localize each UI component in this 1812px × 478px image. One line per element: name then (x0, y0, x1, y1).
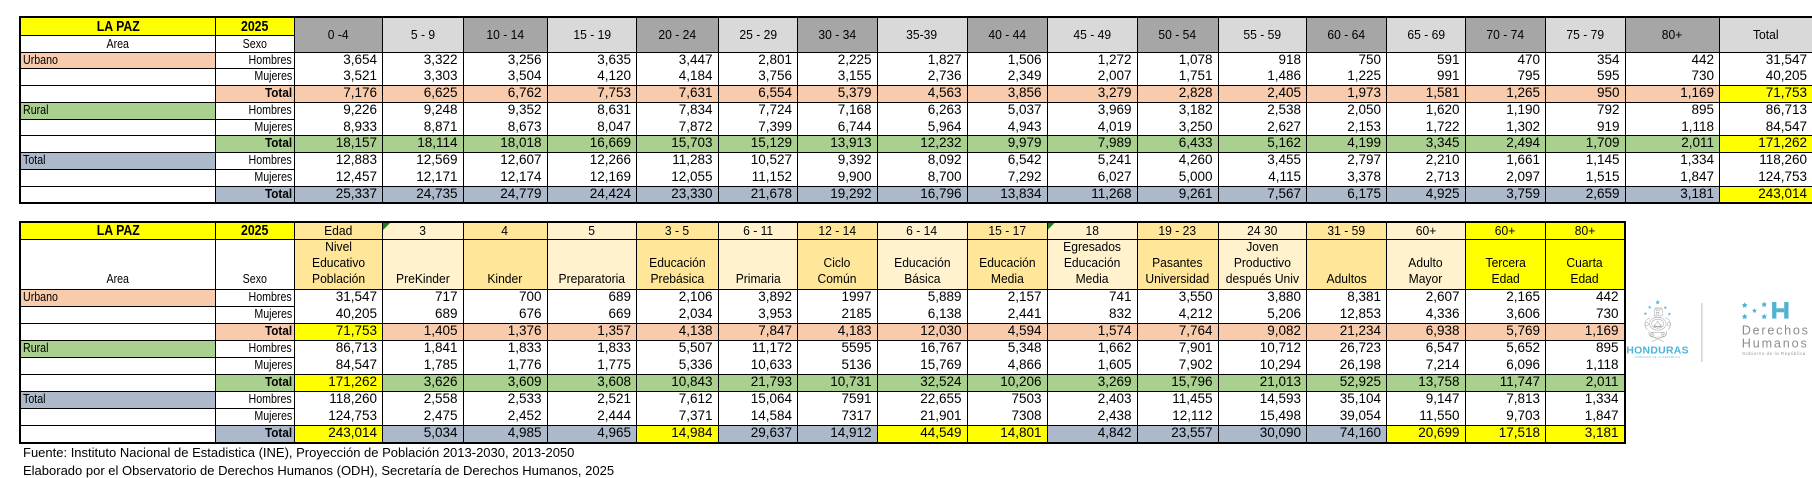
svg-text:Derechos: Derechos (1742, 323, 1810, 337)
svg-text:Gobierno de la República: Gobierno de la República (1742, 351, 1806, 356)
svg-text:GOBIERNO DE LA REPÚBLICA: GOBIERNO DE LA REPÚBLICA (1635, 354, 1681, 359)
svg-text:HONDURAS: HONDURAS (1626, 346, 1688, 357)
svg-text:Humanos: Humanos (1742, 337, 1809, 351)
